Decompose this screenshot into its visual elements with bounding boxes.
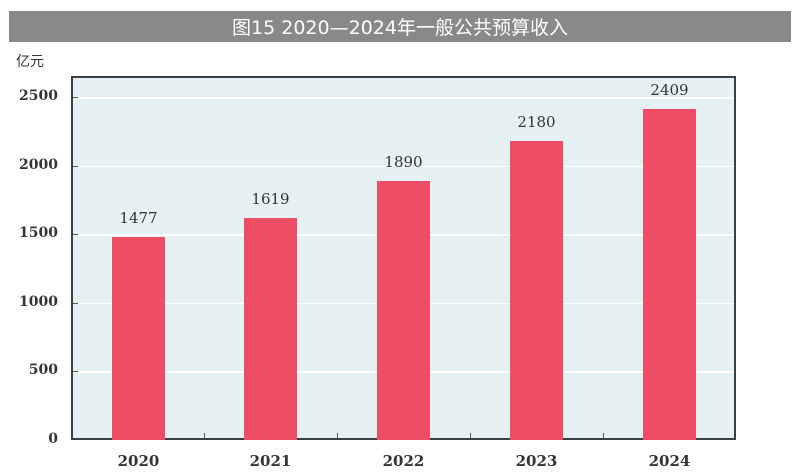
gridline <box>73 97 734 99</box>
x-tick-mark <box>337 433 338 438</box>
x-tick-label: 2023 <box>515 452 558 470</box>
bar-value-label: 1619 <box>251 189 290 208</box>
x-tick-mark <box>204 433 205 438</box>
y-tick-label: 1000 <box>19 293 58 310</box>
y-tick-mark <box>73 371 78 373</box>
bar-value-label: 2409 <box>650 81 689 100</box>
y-tick-label: 500 <box>28 362 58 379</box>
y-tick-label: 2500 <box>19 88 58 104</box>
chart-title-bar: 图15 2020—2024年一般公共预算收入 <box>9 11 791 42</box>
chart-title: 图15 2020—2024年一般公共预算收入 <box>232 17 568 39</box>
x-tick-label: 2020 <box>117 452 160 470</box>
x-tick-mark <box>603 433 604 438</box>
bar-2022 <box>377 180 430 440</box>
bar-value-label: 1477 <box>119 209 158 228</box>
y-tick-mark <box>73 302 78 304</box>
y-tick-mark <box>73 97 78 98</box>
y-tick-label: 2000 <box>19 156 58 173</box>
bar-value-label: 2180 <box>517 112 556 131</box>
y-tick-mark <box>73 234 78 236</box>
bar-value-label: 1890 <box>384 152 423 171</box>
x-tick-label: 2024 <box>648 452 691 470</box>
y-tick-label: 1500 <box>19 225 58 242</box>
x-tick-label: 2022 <box>382 452 425 470</box>
y-axis-unit-label: 亿元 <box>16 54 44 70</box>
x-tick-mark <box>470 433 471 438</box>
gridline <box>73 165 734 168</box>
bar-2023 <box>510 140 563 440</box>
bar-2024 <box>643 109 696 440</box>
plot-area <box>71 76 736 440</box>
x-tick-label: 2021 <box>249 452 292 470</box>
y-tick-label: 0 <box>48 431 58 447</box>
bar-2021 <box>244 217 297 440</box>
y-tick-mark <box>73 165 78 167</box>
bar-2020 <box>112 237 165 440</box>
